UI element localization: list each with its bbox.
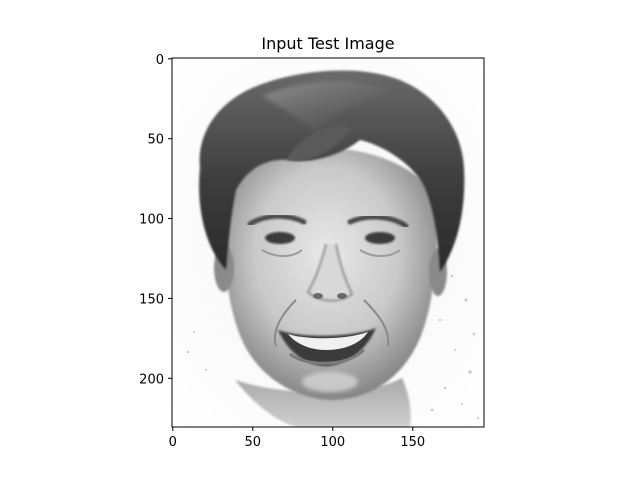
hair-highlight [262, 80, 392, 132]
right-under-eye [359, 249, 401, 257]
y-tick-label: 0 [156, 53, 164, 68]
x-tick-label: 100 [320, 435, 345, 450]
nostril-right [337, 293, 347, 299]
left-eye [265, 232, 295, 244]
left-eyebrow [247, 213, 307, 227]
x-tick-label: 50 [245, 435, 262, 450]
right-eyebrow [347, 214, 409, 229]
y-tick-label: 200 [139, 372, 164, 387]
y-tick-label: 100 [139, 213, 164, 228]
axes-frame [171, 57, 485, 428]
y-tick-label: 150 [139, 292, 164, 307]
hair-fringe [286, 125, 352, 161]
nose [306, 243, 354, 302]
right-smile-line [363, 299, 390, 347]
lower-lip [289, 348, 366, 365]
y-axis: 0 50 100 150 200 [139, 53, 172, 387]
teeth [288, 332, 368, 350]
x-tick-label: 0 [169, 435, 177, 450]
y-tick-label: 50 [147, 133, 164, 148]
nostril-left [313, 293, 323, 299]
background-speckle [186, 274, 480, 420]
chin-highlight [302, 372, 358, 392]
right-eye [365, 232, 395, 244]
figure-title: Input Test Image [261, 34, 394, 53]
x-axis: 0 50 100 150 [169, 427, 425, 450]
x-tick-label: 150 [400, 435, 425, 450]
left-under-eye [261, 249, 303, 257]
face-image [172, 58, 484, 427]
hair-shape [199, 70, 465, 272]
left-smile-line [274, 299, 297, 347]
